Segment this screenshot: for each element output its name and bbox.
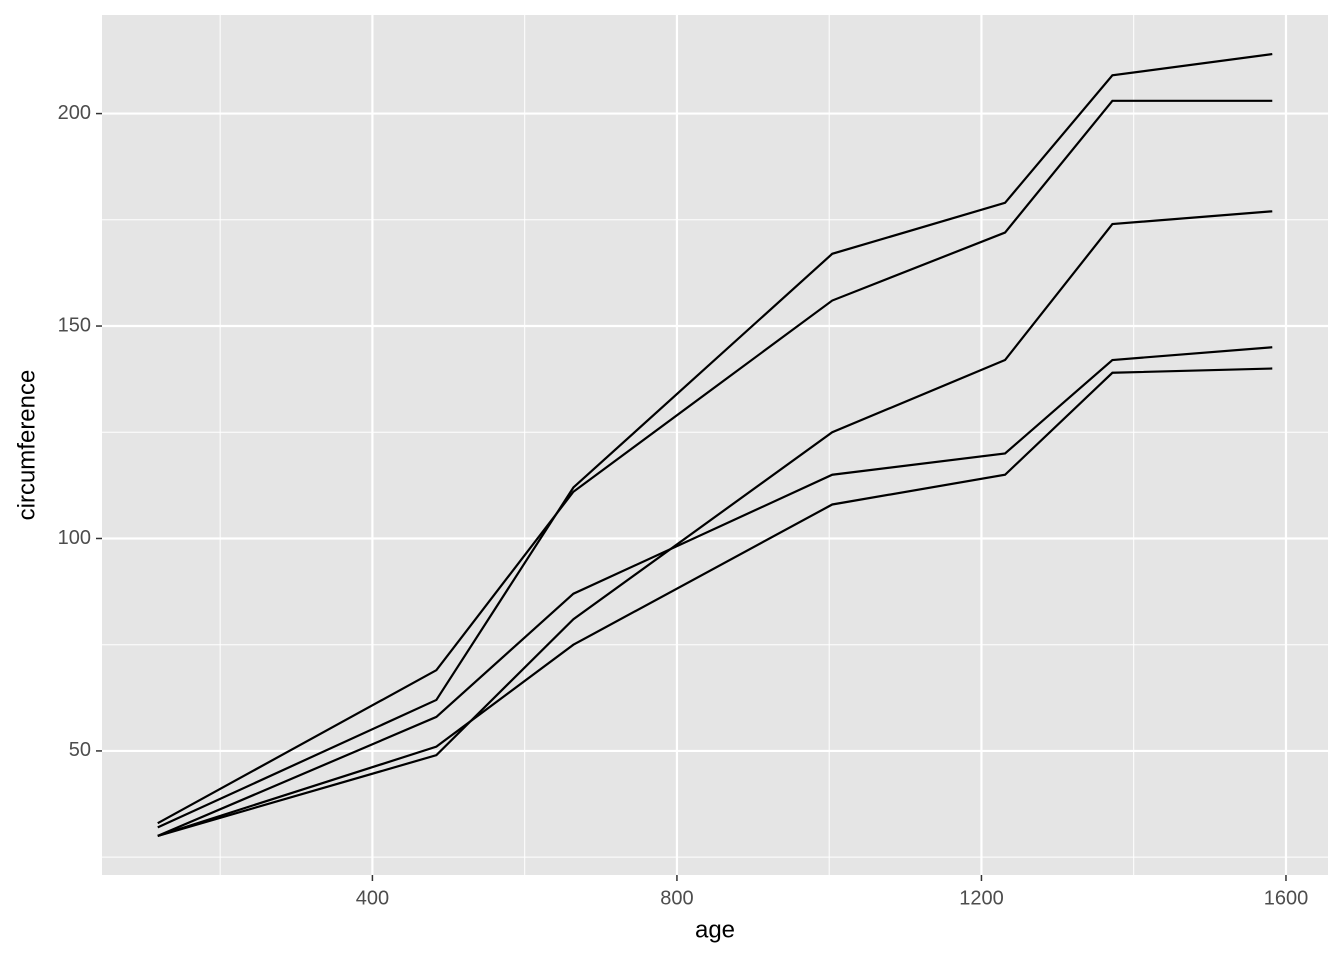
x-tick-label: 1200: [959, 887, 1004, 909]
y-tick-label: 50: [69, 739, 91, 761]
panel: [102, 15, 1328, 875]
lines: [157, 53, 1273, 837]
x-tick-label: 1600: [1264, 887, 1309, 909]
y-tick-label: 100: [58, 527, 91, 549]
line: [157, 99, 1273, 825]
y-axis-title: circumference: [13, 370, 40, 521]
x-tick-label: 400: [356, 887, 389, 909]
line: [157, 210, 1273, 837]
x-axis-title: age: [695, 916, 735, 943]
y-tick-label: 200: [58, 102, 91, 124]
line: [157, 53, 1273, 829]
line: [157, 346, 1273, 837]
y-tick-label: 150: [58, 314, 91, 336]
x-tick-label: 800: [660, 887, 693, 909]
grid: [102, 15, 1328, 875]
line: [157, 367, 1273, 837]
